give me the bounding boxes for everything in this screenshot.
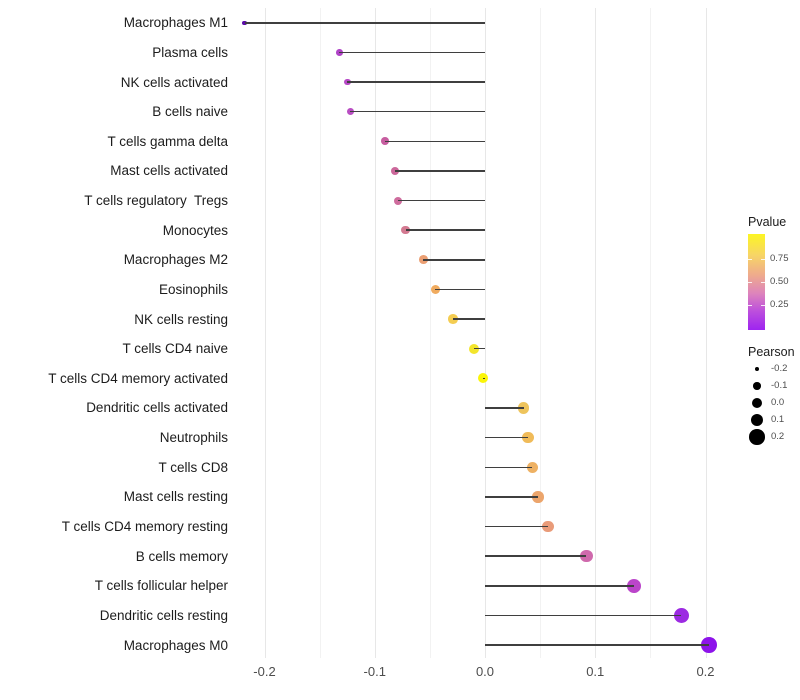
row-label: Monocytes xyxy=(162,222,228,238)
lollipop-dot xyxy=(469,343,479,354)
x-tick-label: -0.1 xyxy=(363,664,386,679)
lollipop-stem xyxy=(244,22,485,24)
minor-gridline xyxy=(650,8,652,658)
row-label: T cells CD4 naive xyxy=(122,341,228,357)
lollipop-dot xyxy=(380,137,389,146)
lollipop-dot xyxy=(532,491,544,503)
lollipop-stem xyxy=(339,51,485,54)
lollipop-stem xyxy=(350,110,485,113)
pearson-legend-label: 0.0 xyxy=(771,397,785,408)
lollipop-stem xyxy=(384,140,485,143)
row-label: Mast cells resting xyxy=(123,489,228,505)
row-label: Macrophages M1 xyxy=(123,15,228,31)
lollipop-stem xyxy=(435,288,485,291)
row-label: NK cells resting xyxy=(134,311,228,327)
lollipop-stem xyxy=(347,81,485,83)
pearson-legend-label: -0.1 xyxy=(771,380,788,391)
major-gridline xyxy=(264,8,266,658)
row-label: Dendritic cells resting xyxy=(99,607,228,623)
lollipop-dot xyxy=(336,49,343,56)
colorbar-tick-label: 0.50 xyxy=(770,276,789,287)
row-label: Eosinophils xyxy=(158,281,228,297)
lollipop-stem xyxy=(485,525,548,528)
lollipop-stem xyxy=(485,466,533,468)
row-label: NK cells activated xyxy=(120,74,228,90)
row-label: T cells gamma delta xyxy=(107,133,228,149)
minor-gridline xyxy=(319,8,321,658)
lollipop-stem xyxy=(453,318,485,320)
row-label: Dendritic cells activated xyxy=(86,400,228,416)
pearson-legend-label: 0.2 xyxy=(771,431,785,442)
x-tick-label: 0.0 xyxy=(475,664,495,679)
pearson-legend-label: 0.1 xyxy=(771,414,785,425)
lollipop-stem xyxy=(394,170,485,172)
row-label: B cells naive xyxy=(152,104,228,120)
lollipop-stem xyxy=(485,407,524,409)
lollipop-dot xyxy=(673,607,689,623)
row-label: Macrophages M0 xyxy=(123,637,228,653)
lollipop-stem xyxy=(485,614,682,617)
colorbar-tick-label: 0.75 xyxy=(770,252,789,264)
major-gridline xyxy=(705,8,707,658)
lollipop-stem xyxy=(473,347,485,350)
row-label: Macrophages M2 xyxy=(123,252,228,268)
lollipop-dot xyxy=(541,520,554,533)
colorbar-tick-mark xyxy=(761,282,765,283)
row-label: T cells CD8 xyxy=(158,459,228,475)
colorbar-tick-mark xyxy=(761,258,765,260)
major-gridline xyxy=(485,8,486,658)
colorbar-tick-mark xyxy=(748,258,752,260)
lollipop-stem xyxy=(482,377,485,380)
colorbar-tick-label: 0.25 xyxy=(770,299,789,311)
minor-gridline xyxy=(429,8,431,658)
lollipop-stem xyxy=(397,199,485,202)
colorbar-tick-mark xyxy=(748,282,752,283)
pearson-legend-dot xyxy=(751,397,763,409)
pvalue-legend-title: Pvalue xyxy=(748,215,787,229)
lollipop-dot xyxy=(626,578,641,593)
plot-panel xyxy=(238,8,730,658)
x-tick-label: 0.2 xyxy=(696,664,715,679)
colorbar-tick-mark xyxy=(761,305,765,307)
major-gridline xyxy=(595,8,597,658)
lollipop-dot xyxy=(347,108,354,116)
colorbar-tick-mark xyxy=(748,305,752,307)
pearson-legend-dot xyxy=(749,429,765,445)
lollipop-stem xyxy=(405,229,485,231)
lollipop-stem xyxy=(485,585,634,587)
x-tick-label: -0.2 xyxy=(253,664,276,679)
lollipop-dot xyxy=(390,166,399,175)
pearson-legend-dot xyxy=(753,382,761,390)
row-label: T cells follicular helper xyxy=(94,578,228,594)
row-label: B cells memory xyxy=(135,548,228,564)
row-label: T cells CD4 memory activated xyxy=(48,370,228,386)
row-label: Mast cells activated xyxy=(110,163,228,179)
pearson-legend-label: -0.2 xyxy=(771,363,788,374)
major-gridline xyxy=(374,8,376,658)
row-label: Neutrophils xyxy=(159,430,228,446)
minor-gridline xyxy=(540,8,542,658)
lollipop-stem xyxy=(423,259,485,261)
row-label: Plasma cells xyxy=(152,44,228,60)
lollipop-dot xyxy=(343,78,351,86)
lollipop-stem xyxy=(485,496,538,498)
pearson-legend-dot xyxy=(750,413,764,427)
lollipop-dot xyxy=(522,431,534,444)
pvalue-colorbar xyxy=(748,234,765,330)
lollipop-stem xyxy=(485,644,709,646)
row-label: T cells CD4 memory resting xyxy=(61,519,228,534)
row-label: T cells regulatory Tregs xyxy=(84,193,228,209)
x-tick-label: 0.1 xyxy=(586,664,605,679)
lollipop-stem xyxy=(485,436,528,439)
pearson-legend-title: Pearson xyxy=(748,345,795,359)
lollipop-stem xyxy=(485,555,587,557)
pearson-legend-dot xyxy=(754,366,760,372)
